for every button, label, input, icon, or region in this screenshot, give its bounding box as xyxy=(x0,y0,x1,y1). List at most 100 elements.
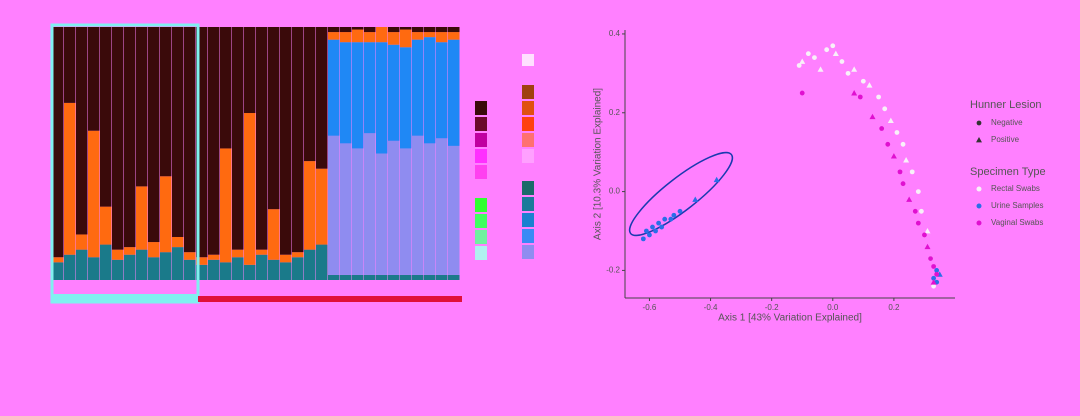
swatch xyxy=(475,165,487,179)
bar-segment xyxy=(412,135,424,275)
bar-segment xyxy=(448,145,460,275)
swatch xyxy=(475,149,487,163)
point xyxy=(668,216,674,222)
point xyxy=(900,141,906,147)
bar-segment xyxy=(304,161,316,250)
bar-segment xyxy=(256,249,268,255)
bar-segment xyxy=(184,259,196,280)
bar-segment xyxy=(424,143,436,275)
bar-segment xyxy=(160,252,172,280)
point xyxy=(653,228,658,234)
bar-segment xyxy=(292,252,304,258)
point xyxy=(845,70,851,76)
bar-segment xyxy=(388,27,400,33)
legend-label: Rectal Swabs xyxy=(991,184,1040,193)
swatch xyxy=(522,117,534,131)
point xyxy=(824,47,830,53)
bar-segment xyxy=(244,27,256,114)
bar-segment xyxy=(376,27,388,43)
bar-segment xyxy=(436,27,448,33)
point xyxy=(909,169,915,175)
bar-segment xyxy=(136,249,148,280)
x-tick-label: 0.2 xyxy=(888,303,900,312)
bar-segment xyxy=(292,257,304,280)
bar-segment xyxy=(88,257,100,280)
bar-segment xyxy=(448,39,460,146)
swatch xyxy=(475,133,487,147)
bar-segment xyxy=(196,27,208,258)
bar-segment xyxy=(400,27,412,30)
bar-segment xyxy=(352,274,364,280)
x-axis-label: Axis 1 [43% Variation Explained] xyxy=(718,313,862,324)
group-bar xyxy=(198,296,462,302)
bar-segment xyxy=(424,274,436,280)
swatch xyxy=(522,197,534,211)
point xyxy=(900,181,906,187)
point xyxy=(915,189,921,194)
point xyxy=(662,216,668,222)
bar-segment xyxy=(376,153,388,275)
bar-segment xyxy=(160,27,172,177)
swatch xyxy=(475,230,487,244)
point xyxy=(857,94,863,100)
bar-segment xyxy=(424,27,436,33)
point xyxy=(930,279,937,285)
point xyxy=(915,220,921,226)
bar-segment xyxy=(352,148,364,275)
swatch xyxy=(522,133,534,147)
bar-segment xyxy=(364,42,376,134)
bar-segment xyxy=(412,39,424,136)
point xyxy=(869,113,876,120)
bar-segment xyxy=(88,130,100,258)
bar-segment xyxy=(232,257,244,280)
bar-segment xyxy=(160,176,172,253)
bar-segment xyxy=(448,27,460,33)
bar-segment xyxy=(328,32,340,40)
swatch xyxy=(522,181,534,195)
y-tick-label: 0.4 xyxy=(609,29,621,38)
swatch xyxy=(475,101,487,115)
legend-symbol xyxy=(976,120,982,126)
point xyxy=(903,157,910,163)
bar-segment xyxy=(52,257,64,263)
bar-segment xyxy=(436,274,448,280)
bar-segment xyxy=(448,274,460,280)
legend-label: Urine Samples xyxy=(991,201,1043,210)
point xyxy=(897,169,903,175)
point xyxy=(671,212,677,218)
point xyxy=(851,90,858,96)
legend-title: Hunner Lesion xyxy=(970,99,1042,111)
point xyxy=(894,130,900,135)
bar-segment xyxy=(232,249,244,258)
bar-segment xyxy=(412,32,424,40)
bar-segment xyxy=(76,249,88,280)
bar-segment xyxy=(100,244,112,280)
point xyxy=(650,224,655,230)
swatch xyxy=(475,198,487,212)
bar-segment xyxy=(376,274,388,280)
bar-segment xyxy=(184,27,196,253)
bar-segment xyxy=(424,32,436,38)
bar-segment xyxy=(436,138,448,275)
legend-label: Positive xyxy=(991,135,1020,144)
bar-segment xyxy=(364,27,376,33)
bar-segment xyxy=(340,274,352,280)
point xyxy=(812,55,817,60)
bar-segment xyxy=(340,42,352,144)
bar-segment xyxy=(352,27,364,30)
bar-segment xyxy=(52,27,64,258)
bar-segment xyxy=(280,254,292,263)
bar-segment xyxy=(340,27,352,33)
bar-segment xyxy=(76,27,88,235)
point xyxy=(677,208,683,214)
bar-segment xyxy=(136,27,148,187)
legend-symbol xyxy=(976,186,982,192)
legend-symbol xyxy=(976,203,982,209)
point xyxy=(692,196,699,202)
point xyxy=(931,275,937,281)
bar-segment xyxy=(232,27,244,250)
bar-segment xyxy=(304,27,316,162)
point xyxy=(851,66,858,72)
bar-segment xyxy=(208,259,220,280)
swatch xyxy=(522,85,534,99)
